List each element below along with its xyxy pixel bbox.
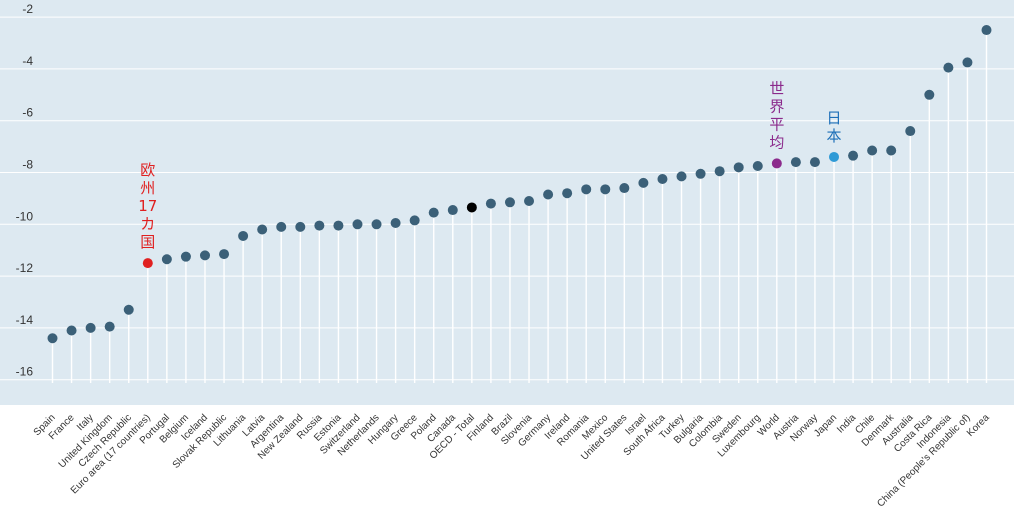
data-point	[180, 251, 191, 262]
y-tick-label: -12	[16, 261, 34, 275]
data-point	[562, 188, 573, 199]
data-point	[752, 161, 763, 172]
data-points	[47, 25, 992, 344]
data-point	[981, 25, 992, 36]
data-point	[962, 57, 973, 68]
gridlines	[0, 16, 1014, 381]
y-axis: -2 -4 -6 -8 -10 -12 -14 -16	[16, 2, 34, 379]
annotation-char: 世	[769, 79, 784, 97]
data-point	[85, 322, 96, 333]
data-point	[543, 189, 554, 200]
data-point	[104, 321, 115, 332]
data-point	[657, 173, 668, 184]
data-point	[581, 184, 592, 195]
data-point	[219, 249, 230, 260]
annotation-char: 界	[769, 97, 784, 115]
data-point	[352, 219, 363, 230]
annotation-char: 平	[769, 115, 784, 133]
data-point	[142, 258, 153, 269]
data-point	[333, 220, 344, 231]
data-point	[886, 145, 897, 156]
data-point	[390, 218, 401, 229]
data-point	[276, 221, 287, 232]
data-point	[47, 333, 58, 344]
data-point	[123, 304, 134, 315]
data-point	[829, 151, 840, 162]
x-tick-label: India	[835, 412, 858, 435]
data-point	[485, 198, 496, 209]
data-point	[466, 202, 477, 213]
x-tick-label: Korea	[965, 412, 992, 439]
data-point	[199, 250, 210, 261]
data-point	[238, 230, 249, 241]
data-point	[771, 158, 782, 169]
annotation-char: カ	[140, 215, 155, 233]
annotation-char: 州	[140, 179, 155, 197]
annotation-char: 17	[138, 197, 157, 215]
data-point	[848, 150, 859, 161]
annotation-char: 均	[769, 133, 784, 151]
data-point	[66, 325, 77, 336]
data-point	[409, 215, 420, 226]
y-tick-label: -4	[22, 54, 33, 68]
annotation-char: 国	[140, 233, 155, 251]
data-point	[638, 177, 649, 188]
data-point	[714, 166, 725, 177]
data-point	[371, 219, 382, 230]
annotation-char: 欧	[140, 161, 155, 179]
data-point	[257, 224, 268, 235]
data-point	[809, 157, 820, 168]
data-point	[905, 126, 916, 137]
data-point	[733, 162, 744, 173]
data-point	[619, 183, 630, 194]
data-point	[867, 145, 878, 156]
data-point	[161, 254, 172, 265]
y-tick-label: -6	[22, 106, 33, 120]
data-point	[676, 171, 687, 182]
y-tick-label: -10	[16, 209, 34, 223]
data-point	[695, 168, 706, 179]
y-tick-label: -2	[22, 2, 33, 16]
data-point	[428, 207, 439, 218]
data-point	[943, 62, 954, 73]
data-point	[504, 197, 515, 208]
data-point	[524, 195, 535, 206]
data-point	[924, 89, 935, 100]
y-tick-label: -14	[16, 313, 34, 327]
data-point	[447, 205, 458, 216]
annotation-char: 日	[827, 109, 842, 127]
data-point	[295, 221, 306, 232]
data-point	[790, 157, 801, 168]
stems	[51, 30, 988, 383]
data-point	[314, 220, 325, 231]
annotation-char: 本	[827, 127, 842, 145]
data-point	[600, 184, 611, 195]
y-tick-label: -8	[22, 158, 33, 172]
y-tick-label: -16	[16, 365, 34, 379]
